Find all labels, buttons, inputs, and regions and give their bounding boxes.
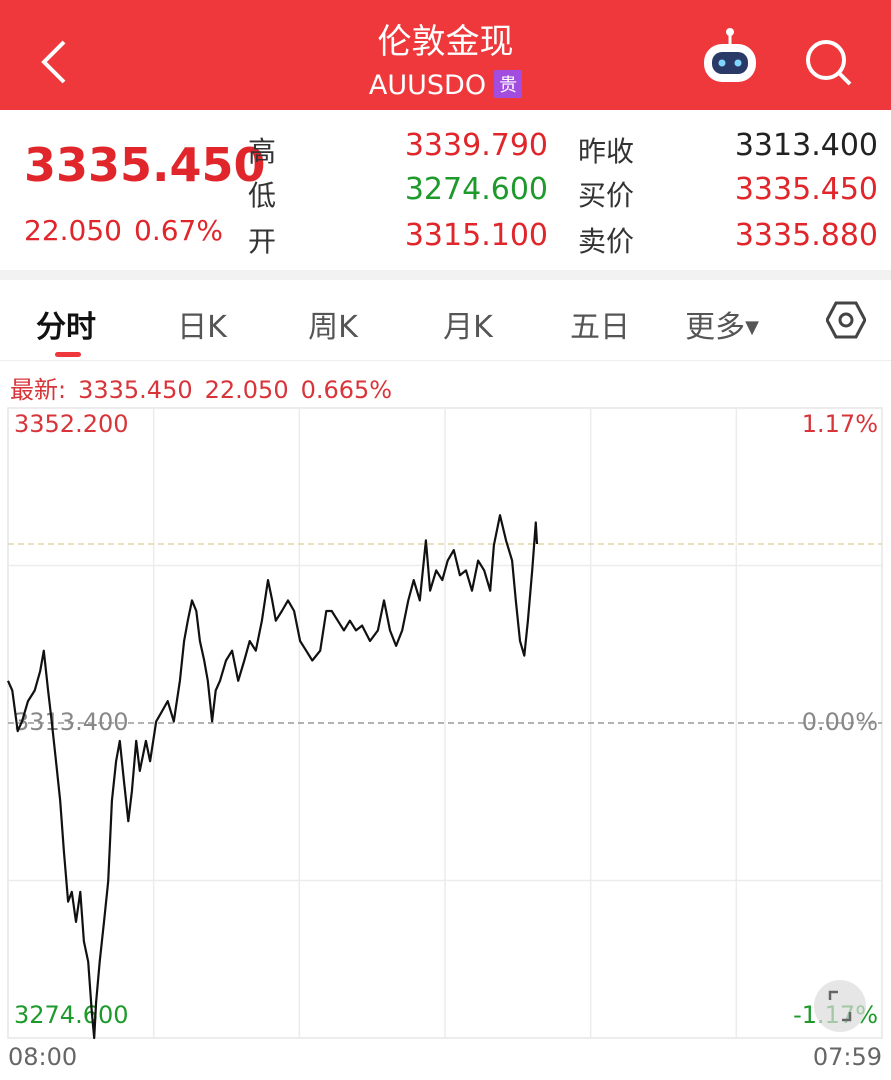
stat-label: 低: [248, 179, 277, 212]
latest-change-pct: 0.665%: [300, 376, 393, 404]
tab-indicator: [55, 352, 81, 357]
button-icon: [828, 990, 852, 1022]
stat-label: 卖价: [578, 225, 635, 258]
y2-tick-label: 1.17%: [802, 410, 878, 438]
tab-label: 更多: [685, 310, 746, 345]
stat-value: 3274.600: [404, 172, 548, 207]
stat-label: 开: [248, 225, 277, 258]
stat-label: 昨收: [578, 135, 635, 168]
header-icons: [41, 28, 852, 86]
change-pct: 0.67%: [134, 214, 223, 247]
back-button[interactable]: [41, 40, 66, 84]
y-tick-label: 3352.200: [14, 410, 129, 438]
search-button[interactable]: [806, 40, 852, 86]
stat-label: 买价: [578, 179, 635, 212]
title: 伦敦金现: [377, 22, 514, 62]
button-bg: [814, 980, 866, 1032]
latest-price: 3335.450: [78, 376, 193, 404]
stat-value: 3313.400: [734, 128, 878, 163]
symbol: AUUSDO: [368, 70, 487, 101]
settings-button[interactable]: [826, 300, 866, 340]
latest-label: 最新:: [10, 376, 67, 404]
separator: [0, 270, 891, 280]
change: 22.050: [24, 214, 122, 247]
badge: 贵: [494, 70, 523, 98]
price: 3335.450: [24, 138, 266, 192]
y-tick-label: 3274.600: [14, 1001, 129, 1029]
stat-label: 高: [248, 135, 277, 168]
assistant-button[interactable]: [704, 28, 756, 82]
quote-panel: 3335.450 22.050 0.67% 高 低 开 3339.790 327…: [0, 110, 891, 270]
plot-frame: [7, 407, 883, 1039]
fullscreen-button[interactable]: [814, 980, 866, 1032]
tab[interactable]: 分时: [36, 310, 96, 345]
y-tick-label: 3313.400: [14, 708, 129, 736]
tab[interactable]: 更多▼: [685, 310, 759, 345]
app-header: 伦敦金现 AUUSDO 贵: [0, 0, 891, 110]
stat-value: 3335.450: [734, 172, 878, 207]
x-tick-label: 07:59: [813, 1043, 882, 1071]
tab[interactable]: 周K: [308, 310, 358, 345]
y2-tick-label: -1.17%: [793, 1001, 878, 1029]
price-line: [6, 514, 539, 1040]
latest-line: 最新: 3335.450 22.050 0.665%: [10, 370, 404, 405]
stat-value: 3339.790: [404, 128, 548, 163]
x-tick-label: 08:00: [8, 1043, 77, 1071]
tab[interactable]: 月K: [443, 310, 493, 345]
latest-change: 22.050: [204, 376, 289, 404]
tab[interactable]: 五日: [570, 310, 630, 345]
stat-value: 3335.880: [734, 218, 878, 253]
y2-tick-label: 0.00%: [802, 708, 878, 736]
tab[interactable]: 日K: [177, 310, 227, 345]
tab-bar: 分时 日K 周K 月K 五日 更多▼: [0, 280, 891, 361]
stat-value: 3315.100: [404, 218, 548, 253]
subtitle: AUUSDO 贵: [0, 70, 891, 101]
